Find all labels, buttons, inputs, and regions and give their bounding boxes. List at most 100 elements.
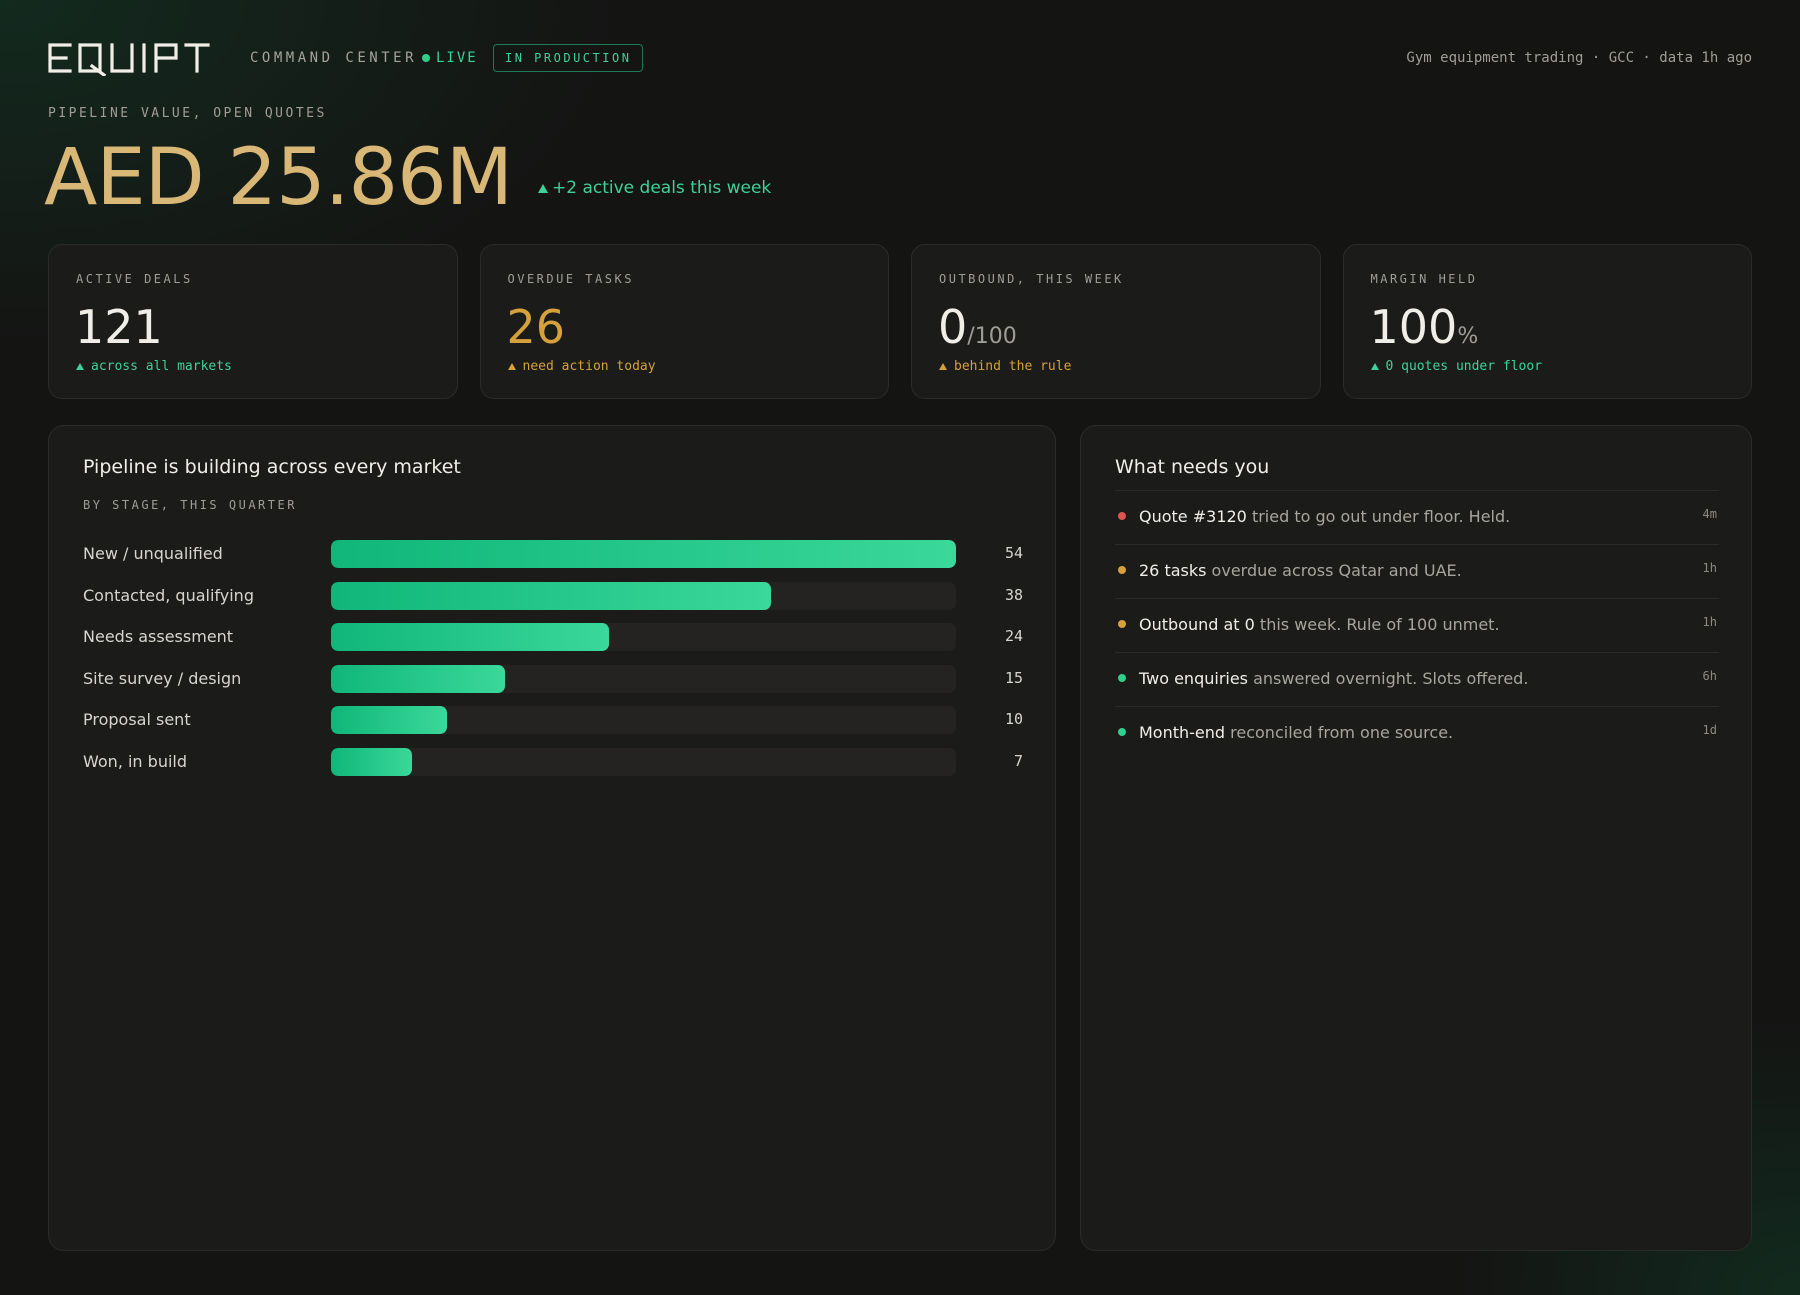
kpi-label: OVERDUE TASKS xyxy=(507,272,634,286)
bar-label: Needs assessment xyxy=(83,627,234,647)
bar-label: Proposal sent xyxy=(83,710,191,730)
kpi-note-text: across all markets xyxy=(91,359,232,374)
bar-row[interactable]: Site survey / design 15 xyxy=(83,661,1023,703)
bar-value-label: 54 xyxy=(1004,544,1023,562)
bar xyxy=(331,623,609,652)
kpi-number: 100 xyxy=(1369,300,1458,354)
top-bar: COMMAND CENTER LIVE IN PRODUCTION Gym eq… xyxy=(48,40,1752,76)
bar-row[interactable]: Proposal sent 10 xyxy=(83,702,1023,744)
kpi-value: 0/100 xyxy=(938,297,1017,367)
up-triangle-icon xyxy=(507,363,516,370)
kpi-note: 0 quotes under floor xyxy=(1370,359,1543,374)
bar-track xyxy=(331,540,956,568)
bar-value-label: 38 xyxy=(1004,585,1023,604)
needs-item-highlight: Outbound at 0 xyxy=(1139,615,1255,634)
bar-label: Site survey / design xyxy=(83,668,242,688)
bar-value-label: 7 xyxy=(1013,751,1023,770)
needs-item-highlight: Two enquiries xyxy=(1139,669,1249,688)
kpi-note: behind the rule xyxy=(939,359,1071,374)
needs-item-text: Quote #3120 tried to go out under floor.… xyxy=(1139,507,1510,526)
status-dot-icon xyxy=(1118,620,1126,628)
needs-item-highlight: Month-end xyxy=(1139,723,1226,742)
needs-item-text: Two enquiries answered overnight. Slots … xyxy=(1139,669,1528,688)
needs-item-time: 4m xyxy=(1702,507,1717,521)
bar-row[interactable]: Needs assessment 24 xyxy=(83,619,1023,661)
bar xyxy=(331,664,505,693)
kpi-label: MARGIN HELD xyxy=(1370,272,1478,286)
bar-track xyxy=(331,706,956,735)
kpi-unit: % xyxy=(1457,324,1479,349)
kpi-note: across all markets xyxy=(76,359,232,374)
pipeline-value: AED 25.86M xyxy=(44,133,513,223)
up-triangle-icon xyxy=(538,183,548,193)
bar-track xyxy=(331,747,956,776)
needs-item[interactable]: Outbound at 0 this week. Rule of 100 unm… xyxy=(1115,598,1719,652)
needs-panel-title: What needs you xyxy=(1115,456,1270,478)
needs-item-highlight: 26 tasks xyxy=(1139,561,1207,580)
kpi-label: ACTIVE DEALS xyxy=(76,272,193,286)
kpi-value: 121 xyxy=(75,297,163,367)
bar-track xyxy=(331,664,956,693)
bar-track xyxy=(331,581,956,610)
pipeline-delta: +2 active deals this week xyxy=(538,178,771,198)
pipeline-value-label: PIPELINE VALUE, OPEN QUOTES xyxy=(48,106,327,121)
live-indicator: LIVE xyxy=(422,50,478,66)
bar-value-label: 24 xyxy=(1004,627,1023,646)
needs-panel: What needs you Quote #3120 tried to go o… xyxy=(1080,425,1752,1251)
section-title: COMMAND CENTER xyxy=(250,50,418,66)
bar-value-label: 10 xyxy=(1004,710,1023,729)
needs-item[interactable]: Quote #3120 tried to go out under floor.… xyxy=(1115,490,1719,544)
stage-bar-chart: New / unqualified 54 Contacted, qualifying… xyxy=(83,536,1023,786)
bar-row[interactable]: Won, in build 7 xyxy=(83,744,1023,786)
needs-item-time: 6h xyxy=(1702,669,1717,683)
needs-item[interactable]: 26 tasks overdue across Qatar and UAE. 1h xyxy=(1115,544,1719,598)
status-dot-icon xyxy=(1118,566,1126,574)
kpi-note-text: behind the rule xyxy=(954,359,1072,374)
bar xyxy=(331,747,412,776)
kpi-number: 26 xyxy=(506,300,566,354)
equipt-logo[interactable] xyxy=(48,42,236,76)
needs-item-time: 1h xyxy=(1702,615,1717,629)
bar-label: Won, in build xyxy=(83,751,187,771)
environment-badge: IN PRODUCTION xyxy=(493,44,644,72)
needs-item-text: 26 tasks overdue across Qatar and UAE. xyxy=(1139,561,1462,580)
pipeline-panel-subtitle: BY STAGE, THIS QUARTER xyxy=(83,498,297,512)
needs-feed: Quote #3120 tried to go out under floor.… xyxy=(1115,490,1719,760)
bar-track xyxy=(331,623,956,652)
logo-wordmark xyxy=(48,43,210,76)
pipeline-panel: Pipeline is building across every market… xyxy=(48,425,1056,1251)
bar-row[interactable]: New / unqualified 54 xyxy=(83,536,1023,578)
needs-item-detail: reconciled from one source. xyxy=(1225,723,1454,742)
up-triangle-icon xyxy=(939,363,947,370)
bar xyxy=(331,540,956,568)
bar-label: New / unqualified xyxy=(83,544,223,563)
needs-item-time: 1d xyxy=(1702,723,1717,737)
kpi-card-overdue-tasks[interactable]: OVERDUE TASKS 26 need action today xyxy=(479,244,889,399)
needs-item-text: Outbound at 0 this week. Rule of 100 unm… xyxy=(1139,615,1500,634)
kpi-note-text: need action today xyxy=(522,359,656,374)
kpi-number: 0 xyxy=(938,300,968,354)
kpi-card-active-deals[interactable]: ACTIVE DEALS 121 across all markets xyxy=(48,244,458,399)
kpi-card-margin-held[interactable]: MARGIN HELD 100% 0 quotes under floor xyxy=(1342,244,1752,399)
up-triangle-icon xyxy=(76,363,84,370)
bar-label: Contacted, qualifying xyxy=(83,585,254,605)
status-dot-icon xyxy=(1118,512,1126,520)
bar xyxy=(331,706,447,735)
needs-item-detail: tried to go out under floor. Held. xyxy=(1246,507,1511,526)
live-dot-icon xyxy=(422,54,430,62)
bar-row[interactable]: Contacted, qualifying 38 xyxy=(83,578,1023,620)
needs-item-highlight: Quote #3120 xyxy=(1139,507,1247,526)
pipeline-panel-title: Pipeline is building across every market xyxy=(83,456,461,478)
kpi-card-outbound[interactable]: OUTBOUND, THIS WEEK 0/100 behind the rul… xyxy=(911,244,1321,399)
kpi-number: 121 xyxy=(75,300,163,354)
needs-item[interactable]: Month-end reconciled from one source. 1d xyxy=(1115,706,1719,760)
kpi-row: ACTIVE DEALS 121 across all markets OVER… xyxy=(48,244,1752,399)
kpi-note-text: 0 quotes under floor xyxy=(1385,359,1543,374)
needs-item-time: 1h xyxy=(1702,561,1717,575)
needs-item-detail: overdue across Qatar and UAE. xyxy=(1206,561,1462,580)
needs-item[interactable]: Two enquiries answered overnight. Slots … xyxy=(1115,652,1719,706)
pipeline-delta-text: +2 active deals this week xyxy=(552,178,772,198)
kpi-label: OUTBOUND, THIS WEEK xyxy=(939,272,1124,286)
needs-item-detail: this week. Rule of 100 unmet. xyxy=(1254,615,1500,634)
live-label: LIVE xyxy=(436,50,478,66)
